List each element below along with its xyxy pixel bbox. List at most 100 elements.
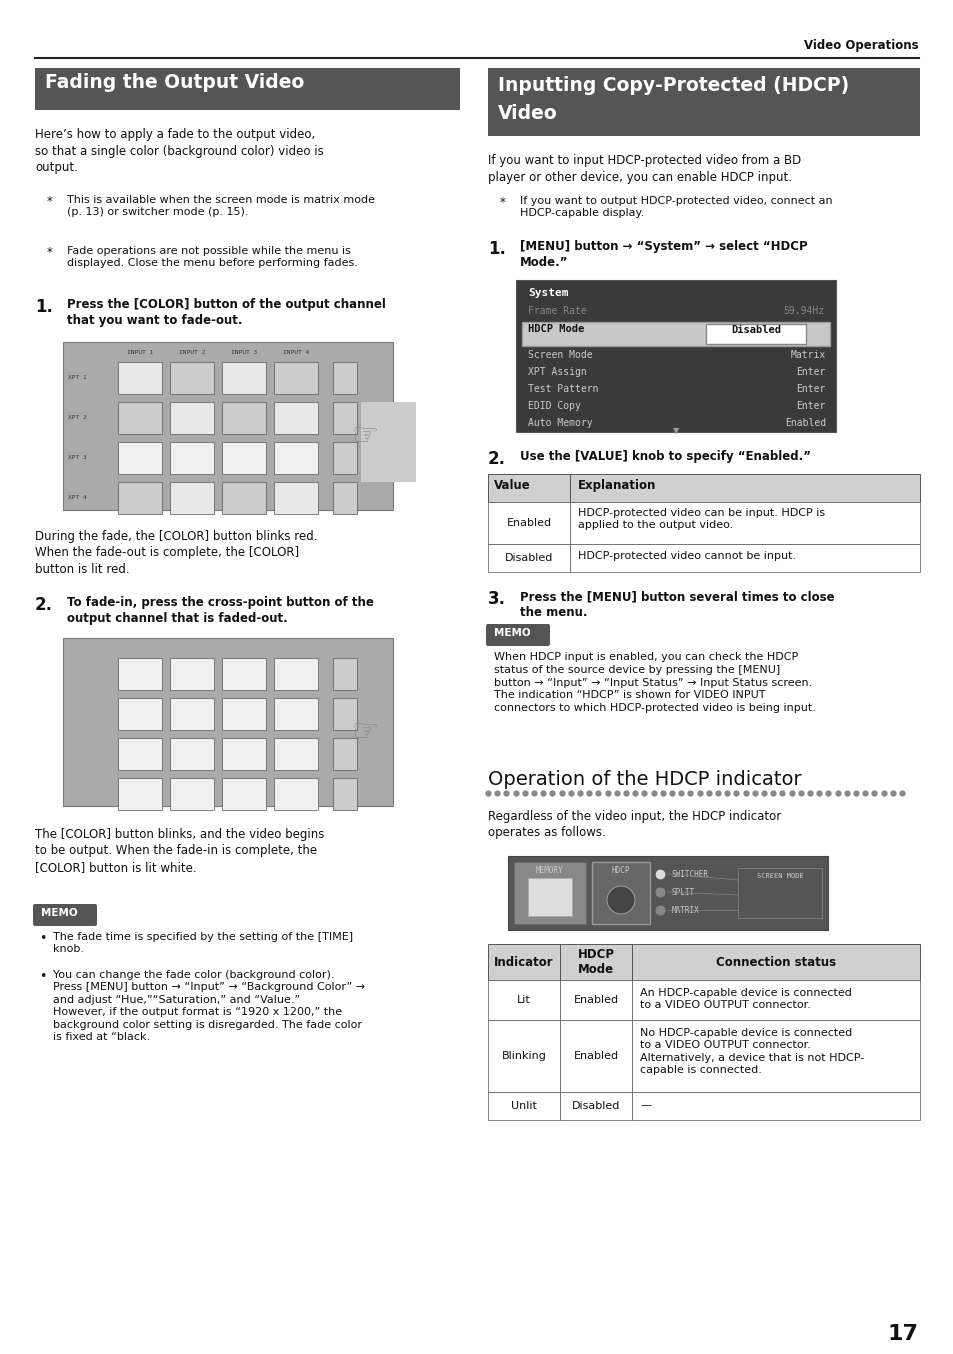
Text: [MENU] button → “System” → select “HDCP
Mode.”: [MENU] button → “System” → select “HDCP … [519, 240, 807, 269]
Bar [222, 738, 266, 770]
Text: Fade operations are not possible while the menu is
displayed. Close the menu bef: Fade operations are not possible while t… [67, 246, 357, 268]
Text: 3.: 3. [488, 590, 505, 608]
Bar [516, 280, 835, 432]
FancyBboxPatch shape [485, 624, 550, 646]
Text: Frame Rate: Frame Rate [527, 306, 586, 315]
Bar [527, 877, 572, 917]
Text: Enter: Enter [796, 385, 825, 394]
Text: Connection status: Connection status [715, 956, 835, 968]
Text: XPT 4: XPT 4 [68, 496, 87, 501]
Bar [222, 482, 266, 515]
Bar [333, 402, 356, 435]
Text: You can change the fade color (background color).
Press [MENU] button → “Input” : You can change the fade color (backgroun… [53, 969, 365, 1043]
Text: HDCP: HDCP [611, 867, 630, 875]
Bar [118, 482, 162, 515]
Bar [63, 638, 393, 806]
Bar [333, 362, 356, 394]
Circle shape [606, 886, 635, 914]
Text: Explanation: Explanation [578, 479, 656, 492]
Text: INPUT 4: INPUT 4 [283, 349, 309, 355]
Text: Auto Memory: Auto Memory [527, 418, 592, 428]
Bar [631, 944, 919, 980]
Bar [488, 1091, 559, 1120]
Text: Press the [MENU] button several times to close
the menu.: Press the [MENU] button several times to… [519, 590, 834, 619]
Text: 17: 17 [887, 1324, 918, 1345]
Text: MEMO: MEMO [494, 628, 530, 638]
Bar [274, 658, 317, 691]
Bar [274, 779, 317, 810]
Bar [592, 862, 649, 923]
Text: Here’s how to apply a fade to the output video,
so that a single color (backgrou: Here’s how to apply a fade to the output… [35, 129, 323, 175]
Bar [274, 362, 317, 394]
Bar [488, 980, 559, 1020]
Bar [705, 324, 805, 344]
Text: XPT 3: XPT 3 [68, 455, 87, 460]
Bar [118, 699, 162, 730]
Bar [170, 779, 213, 810]
Text: ☞: ☞ [351, 718, 378, 747]
Text: Disabled: Disabled [504, 552, 553, 563]
Text: *: * [47, 195, 52, 209]
Bar [488, 502, 569, 544]
Text: Test Pattern: Test Pattern [527, 385, 598, 394]
Text: Disabled: Disabled [730, 325, 781, 334]
Text: Indicator: Indicator [494, 956, 554, 968]
Bar [559, 980, 631, 1020]
Text: *: * [499, 196, 505, 209]
Text: •: • [39, 969, 47, 983]
Bar [559, 1020, 631, 1091]
Text: Blinking: Blinking [501, 1051, 546, 1062]
Bar [333, 441, 356, 474]
Text: No HDCP-capable device is connected
to a VIDEO OUTPUT connector.
Alternatively, : No HDCP-capable device is connected to a… [639, 1028, 863, 1075]
Text: EDID Copy: EDID Copy [527, 401, 580, 412]
Bar [63, 343, 393, 510]
Bar [333, 699, 356, 730]
Text: During the fade, the [COLOR] button blinks red.
When the fade-out is complete, t: During the fade, the [COLOR] button blin… [35, 529, 317, 575]
Text: SWITCHER: SWITCHER [671, 871, 708, 879]
Bar [222, 658, 266, 691]
Text: Enabled: Enabled [784, 418, 825, 428]
Text: Lit: Lit [517, 995, 530, 1005]
Text: The [COLOR] button blinks, and the video begins
to be output. When the fade-in i: The [COLOR] button blinks, and the video… [35, 829, 324, 873]
Bar [170, 441, 213, 474]
Bar [222, 402, 266, 435]
Text: MATRIX: MATRIX [671, 906, 699, 915]
Text: 1.: 1. [488, 240, 505, 259]
Bar [170, 362, 213, 394]
Bar [488, 68, 919, 135]
Bar [559, 1091, 631, 1120]
Text: MEMO: MEMO [41, 909, 77, 918]
Bar [35, 68, 459, 110]
Text: SCREEN MODE: SCREEN MODE [756, 873, 802, 879]
Text: *: * [47, 246, 52, 259]
FancyBboxPatch shape [33, 904, 97, 926]
Text: Enter: Enter [796, 367, 825, 376]
Bar [488, 474, 569, 502]
Text: Unlit: Unlit [511, 1101, 537, 1112]
Text: Regardless of the video input, the HDCP indicator
operates as follows.: Regardless of the video input, the HDCP … [488, 810, 781, 839]
Bar [333, 658, 356, 691]
Text: Disabled: Disabled [571, 1101, 619, 1112]
Text: Press the [COLOR] button of the output channel
that you want to fade-out.: Press the [COLOR] button of the output c… [67, 298, 385, 328]
Text: An HDCP-capable device is connected
to a VIDEO OUTPUT connector.: An HDCP-capable device is connected to a… [639, 988, 851, 1010]
Text: HDCP-protected video can be input. HDCP is
applied to the output video.: HDCP-protected video can be input. HDCP … [578, 508, 824, 531]
Bar [118, 441, 162, 474]
Bar [569, 502, 919, 544]
Text: XPT 2: XPT 2 [68, 416, 87, 421]
Text: Fading the Output Video: Fading the Output Video [45, 73, 304, 92]
Text: SPLIT: SPLIT [671, 888, 695, 896]
Text: Video: Video [497, 104, 558, 123]
Bar [488, 544, 569, 571]
Text: ▼: ▼ [672, 427, 679, 435]
Bar [274, 402, 317, 435]
Text: Enabled: Enabled [506, 519, 551, 528]
Bar [488, 944, 559, 980]
Text: INPUT 2: INPUT 2 [178, 349, 205, 355]
Text: Enabled: Enabled [573, 1051, 618, 1062]
Bar [118, 658, 162, 691]
Bar [333, 738, 356, 770]
Bar [274, 738, 317, 770]
Text: 1.: 1. [35, 298, 52, 315]
Bar [631, 980, 919, 1020]
Text: Matrix: Matrix [790, 349, 825, 360]
